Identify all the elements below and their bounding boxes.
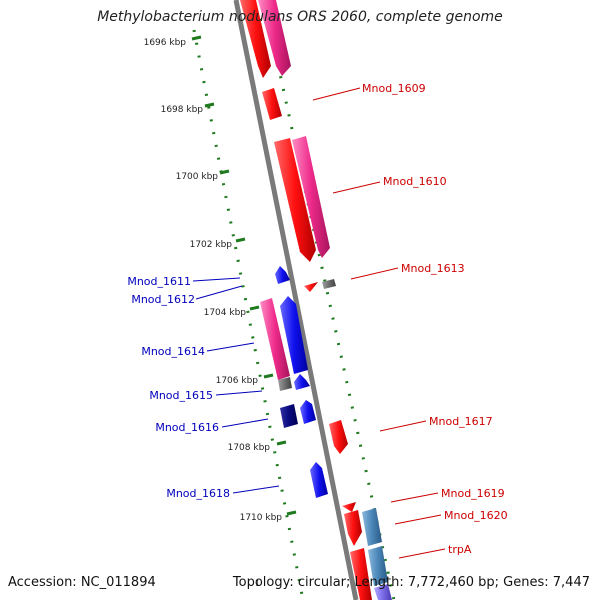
leader-line bbox=[350, 267, 399, 280]
accession-text: Accession: NC_011894 bbox=[8, 575, 156, 590]
leader-line bbox=[232, 485, 280, 494]
leader-line bbox=[192, 277, 241, 282]
left-gene-labels: Mnod_1611 Mnod_1612 Mnod_1614 Mnod_1615 … bbox=[127, 275, 230, 500]
forward-genes bbox=[240, 0, 392, 600]
gene-forward-red bbox=[274, 138, 316, 262]
gene-label: Mnod_1609 bbox=[362, 82, 426, 95]
kbp-tick bbox=[235, 237, 246, 243]
gene-forward-red bbox=[342, 502, 356, 512]
gene-forward-steel bbox=[368, 546, 388, 586]
kbp-label: 1708 kbp bbox=[228, 443, 271, 453]
leader-line bbox=[221, 418, 269, 428]
leader-line bbox=[394, 514, 442, 525]
leader-line bbox=[379, 420, 427, 432]
gene-label: Mnod_1619 bbox=[441, 487, 505, 500]
gene-forward-purple bbox=[374, 584, 392, 600]
gene-reverse-blue bbox=[275, 266, 290, 284]
gene-forward-red bbox=[240, 0, 271, 78]
kbp-labels: 1696 kbp 1698 kbp 1700 kbp 1702 kbp 1704… bbox=[144, 38, 283, 523]
right-leaders bbox=[312, 87, 446, 559]
gene-label: Mnod_1610 bbox=[383, 175, 447, 188]
gene-label: Mnod_1617 bbox=[429, 415, 493, 428]
kbp-tick bbox=[191, 35, 202, 41]
leader-line bbox=[312, 87, 361, 101]
gene-forward-steel bbox=[362, 508, 382, 546]
gene-forward-pink bbox=[258, 0, 291, 76]
gene-reverse-blue bbox=[280, 296, 308, 374]
kbp-label: 1696 kbp bbox=[144, 38, 187, 48]
leader-line bbox=[332, 181, 381, 194]
gene-label: trpA bbox=[448, 543, 472, 556]
kbp-tick bbox=[263, 373, 274, 379]
leader-line bbox=[390, 492, 439, 503]
gene-forward-gray bbox=[322, 279, 336, 289]
gene-forward-red bbox=[304, 282, 318, 292]
leader-line bbox=[195, 285, 243, 300]
kbp-label: 1702 kbp bbox=[190, 240, 233, 250]
kbp-label: 1700 kbp bbox=[176, 172, 219, 182]
gene-reverse-blue bbox=[294, 374, 310, 390]
leader-line bbox=[206, 342, 255, 352]
gene-label: Mnod_1613 bbox=[401, 262, 465, 275]
gene-reverse-pink bbox=[260, 298, 290, 380]
gene-label: Mnod_1618 bbox=[166, 487, 230, 500]
genome-summary: Topology: circular; Length: 7,772,460 bp… bbox=[232, 575, 590, 590]
reverse-genes bbox=[260, 266, 328, 498]
gene-label: Mnod_1615 bbox=[149, 389, 213, 402]
kbp-tick bbox=[286, 510, 297, 516]
leader-line bbox=[215, 390, 263, 396]
kbp-ticks bbox=[191, 35, 297, 516]
map-title: Methylobacterium nodulans ORS 2060, comp… bbox=[97, 9, 503, 25]
gene-forward-red bbox=[350, 548, 372, 600]
gene-reverse-blue bbox=[310, 462, 328, 498]
right-gene-labels: Mnod_1609 Mnod_1610 Mnod_1613 Mnod_1617 … bbox=[362, 82, 508, 556]
gene-reverse-blue bbox=[300, 400, 316, 424]
gene-label: Mnod_1612 bbox=[131, 293, 195, 306]
gene-label: Mnod_1611 bbox=[127, 275, 191, 288]
gene-label: Mnod_1616 bbox=[155, 421, 219, 434]
kbp-label: 1706 kbp bbox=[216, 376, 259, 386]
left-leaders bbox=[192, 277, 280, 494]
gene-forward-pink bbox=[292, 136, 330, 258]
kbp-tick bbox=[219, 169, 230, 175]
scale-mark: 1 bbox=[255, 579, 261, 588]
gene-reverse-gray bbox=[278, 377, 292, 391]
gene-reverse-navy bbox=[280, 404, 298, 428]
kbp-tick bbox=[249, 305, 260, 311]
kbp-tick bbox=[204, 102, 215, 108]
gene-forward-red bbox=[262, 88, 282, 120]
gene-forward-red bbox=[344, 510, 362, 546]
kbp-tick bbox=[276, 440, 287, 446]
kbp-label: 1698 kbp bbox=[161, 105, 204, 115]
gene-forward-red bbox=[329, 420, 348, 454]
kbp-label: 1704 kbp bbox=[204, 308, 247, 318]
genome-backbone bbox=[233, 0, 359, 601]
gene-label: Mnod_1620 bbox=[444, 509, 508, 522]
kbp-label: 1710 kbp bbox=[240, 513, 283, 523]
leader-line bbox=[398, 548, 446, 559]
gene-label: Mnod_1614 bbox=[141, 345, 205, 358]
